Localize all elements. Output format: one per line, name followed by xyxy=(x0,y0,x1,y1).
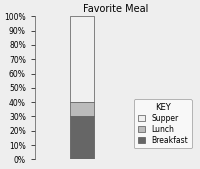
Bar xyxy=(70,116,94,159)
Bar xyxy=(70,16,94,102)
Bar xyxy=(70,102,94,116)
Legend: Supper, Lunch, Breakfast: Supper, Lunch, Breakfast xyxy=(134,99,192,148)
Title: Favorite Meal: Favorite Meal xyxy=(83,4,148,14)
